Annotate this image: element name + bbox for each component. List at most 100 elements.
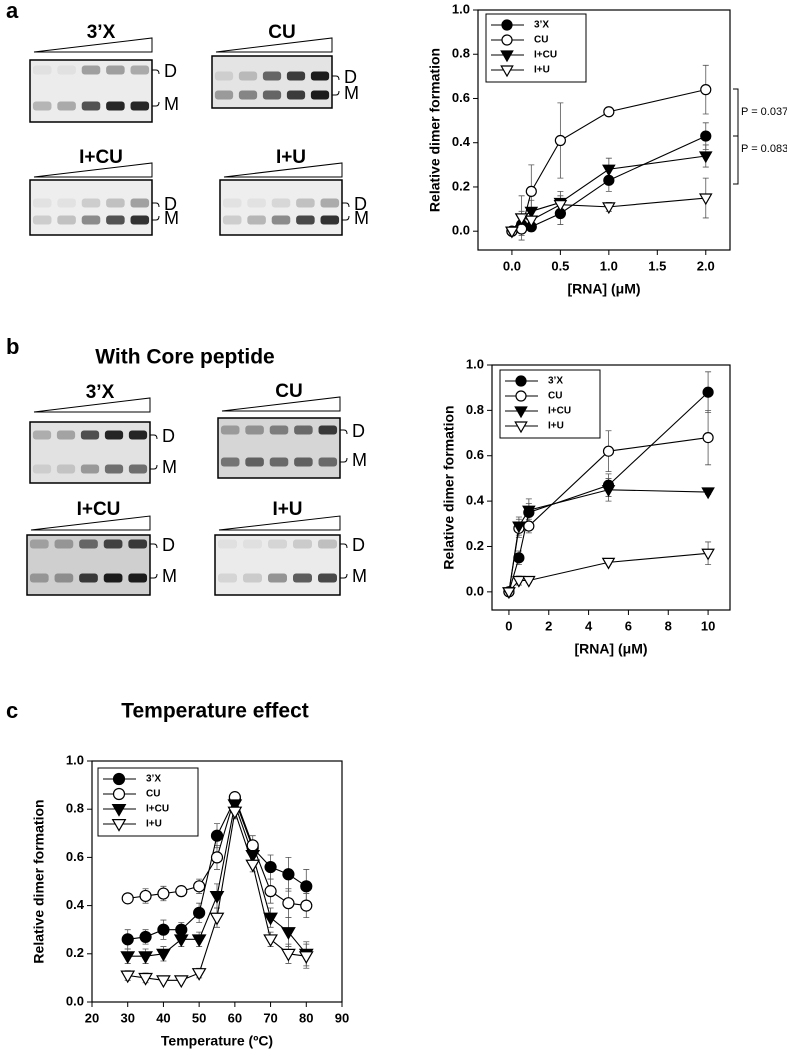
- concentration-wedge: [30, 515, 151, 531]
- gel-band: [79, 539, 98, 549]
- marker: [602, 445, 615, 457]
- annotation: P = 0.037: [741, 106, 787, 118]
- gel-title: I+U: [276, 147, 306, 168]
- y-tick-label: 0.8: [466, 402, 484, 417]
- gel-title: 3’X: [86, 382, 115, 403]
- gel-band: [268, 539, 287, 549]
- gel-band: [245, 457, 264, 467]
- marker: [516, 223, 528, 235]
- concentration-wedge: [215, 37, 333, 53]
- gel-band: [262, 90, 282, 100]
- legend-marker: [501, 34, 513, 46]
- marker: [554, 134, 566, 147]
- gel-band: [104, 464, 124, 474]
- band-label: M: [352, 450, 367, 470]
- marker: [701, 487, 715, 500]
- gel-band: [57, 101, 76, 111]
- x-axis-label: [RNA] (μM): [574, 641, 647, 657]
- marker: [245, 849, 261, 863]
- marker: [138, 972, 153, 986]
- gel-band: [104, 430, 124, 440]
- x-axis-label: Temperature (ºC): [161, 1033, 273, 1049]
- gel-band: [247, 215, 266, 225]
- marker: [210, 851, 224, 864]
- gel-band: [103, 539, 123, 549]
- gel-band: [32, 430, 52, 440]
- gel-band: [103, 573, 123, 583]
- gel-band: [32, 101, 52, 111]
- gel-band: [106, 198, 125, 208]
- legend-marker: [111, 818, 127, 832]
- gel-band: [271, 198, 291, 208]
- marker: [282, 897, 295, 910]
- marker: [522, 505, 536, 518]
- band-marker: [152, 202, 160, 208]
- gel-band: [286, 71, 306, 81]
- gel-band: [32, 65, 52, 75]
- legend-marker: [112, 787, 126, 801]
- y-tick-label: 0.2: [466, 538, 484, 553]
- gel-band: [130, 198, 150, 208]
- band-label: D: [344, 67, 357, 87]
- marker: [523, 520, 535, 532]
- concentration-wedge: [218, 515, 341, 531]
- concentration-wedge: [223, 162, 343, 178]
- y-tick-label: 0.8: [452, 46, 470, 61]
- gel-band: [80, 430, 100, 440]
- legend-label: CU: [146, 789, 160, 800]
- gel-band: [238, 90, 258, 100]
- marker: [505, 226, 519, 239]
- plot-frame: [91, 760, 343, 1003]
- gel-band: [79, 573, 98, 583]
- y-tick-label: 0.4: [66, 897, 85, 912]
- gel-band: [214, 71, 234, 81]
- legend-marker: [500, 65, 514, 78]
- gel-image: [219, 179, 343, 236]
- band-label: D: [164, 61, 177, 81]
- marker: [157, 887, 170, 900]
- marker: [601, 557, 616, 570]
- gel-band: [29, 573, 49, 583]
- gel-image: [214, 534, 341, 596]
- legend-marker: [514, 421, 528, 434]
- y-axis-label: Relative dimer formation: [441, 405, 457, 569]
- legend-label: I+CU: [534, 50, 557, 61]
- y-tick-label: 0.8: [66, 801, 84, 816]
- band-marker: [332, 90, 340, 96]
- marker: [512, 521, 526, 534]
- gel-band: [128, 464, 148, 474]
- y-tick-label: 0.4: [466, 493, 485, 508]
- legend-marker: [501, 19, 513, 31]
- marker: [156, 975, 171, 989]
- gel-band: [320, 198, 340, 208]
- x-axis-label: [RNA] (μM): [567, 281, 640, 297]
- gel-band: [54, 573, 74, 583]
- gel-band: [80, 464, 100, 474]
- x-tick-label: 6: [625, 618, 632, 633]
- marker: [263, 934, 278, 948]
- marker: [209, 912, 225, 926]
- legend-label: 3’X: [534, 20, 549, 31]
- p-bracket: [733, 88, 739, 185]
- gel-band: [130, 215, 150, 225]
- marker: [191, 934, 207, 948]
- marker: [522, 575, 536, 588]
- gel-band: [106, 65, 125, 75]
- gel-band: [268, 573, 287, 583]
- marker: [264, 860, 277, 874]
- x-tick-label: 70: [263, 1010, 277, 1025]
- marker: [553, 200, 568, 212]
- band-label: M: [352, 566, 367, 586]
- marker: [175, 885, 188, 898]
- gel-band: [220, 457, 240, 467]
- gel-band: [262, 71, 282, 81]
- marker: [603, 106, 615, 118]
- x-tick-label: 4: [585, 618, 593, 633]
- band-label: M: [354, 208, 369, 228]
- y-tick-label: 0.6: [452, 90, 470, 105]
- plot-frame: [491, 364, 731, 611]
- gel-band: [32, 464, 52, 474]
- band-label: M: [162, 566, 177, 586]
- gel-band: [238, 71, 258, 81]
